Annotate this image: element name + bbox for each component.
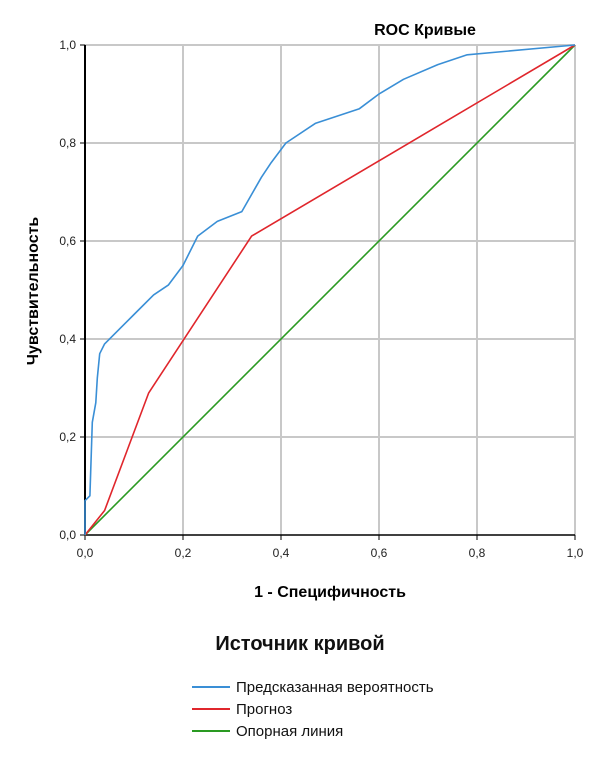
x-axis-title: 1 - Специфичность — [254, 584, 406, 601]
y-tick-label: 0,4 — [59, 332, 76, 346]
legend-label: Предсказанная вероятность — [236, 678, 434, 696]
x-tick-label: 1,0 — [567, 546, 584, 560]
y-tick-label: 0,6 — [59, 234, 76, 248]
x-tick-label: 0,2 — [175, 546, 192, 560]
legend: Предсказанная вероятность Прогноз Опорная … — [192, 676, 434, 742]
legend-item: Опорная линия — [192, 720, 434, 742]
legend-label: Опорная линия — [236, 722, 344, 740]
predicted-probability-line — [84, 44, 576, 535]
legend-item: Прогноз — [192, 698, 434, 720]
axes — [80, 44, 576, 540]
y-tick-label: 1,0 — [59, 38, 76, 52]
grid-lines — [85, 44, 576, 535]
legend-label: Прогноз — [236, 700, 293, 718]
chart-title: ROC Кривые — [374, 22, 476, 39]
forecast-line — [84, 44, 576, 536]
legend-item: Предсказанная вероятность — [192, 676, 434, 698]
reference-line — [84, 44, 576, 536]
roc-chart: 0,0 0,2 0,4 0,6 0,8 1,0 0,0 0,2 0,4 0,6 0,8 1,0 ROC… — [25, 22, 584, 601]
tick-labels: 0,0 0,2 0,4 0,6 0,8 1,0 0,0 0,2 0,4 0,6 0,8 1,0 — [59, 38, 583, 560]
x-tick-label: 0,4 — [273, 546, 290, 560]
y-tick-label: 0,0 — [59, 528, 76, 542]
x-tick-label: 0,6 — [371, 546, 388, 560]
legend-swatch — [192, 708, 230, 710]
x-tick-label: 0,8 — [469, 546, 486, 560]
x-tick-label: 0,0 — [77, 546, 94, 560]
y-tick-label: 0,2 — [59, 430, 76, 444]
legend-title: Источник кривой — [215, 633, 385, 655]
series-lines — [84, 44, 576, 536]
legend-swatch — [192, 730, 230, 732]
y-tick-label: 0,8 — [59, 136, 76, 150]
legend-swatch — [192, 686, 230, 688]
y-axis-title: Чувствительность — [25, 217, 42, 366]
